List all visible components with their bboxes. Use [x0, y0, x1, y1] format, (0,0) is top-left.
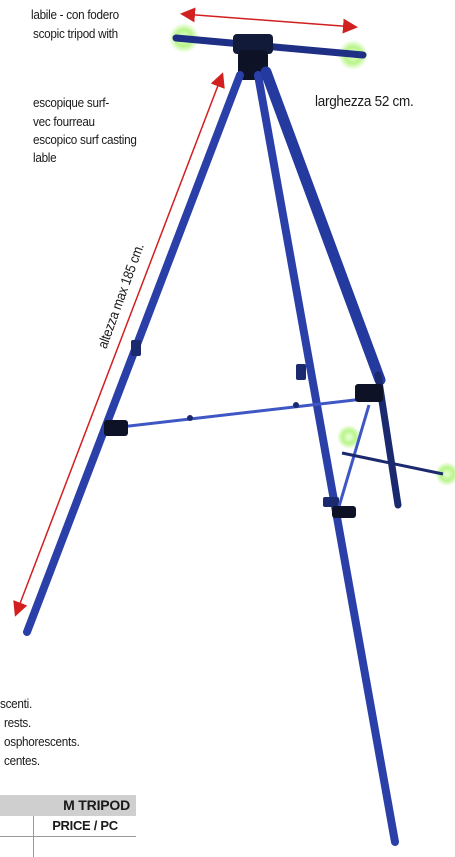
tripod-legs [23, 66, 402, 846]
table-empty-cell [0, 837, 34, 857]
height-arrow [13, 72, 225, 617]
footer-line-3: osphorescents. [4, 734, 80, 749]
table-header-row: PRICE / PC [0, 816, 136, 837]
table-header-empty-cell [0, 816, 34, 836]
description-line-2: scopic tripod with [33, 26, 118, 41]
width-label: larghezza 52 cm. [315, 93, 414, 110]
description-line-1: labile - con fodero [31, 7, 119, 22]
width-arrow [180, 7, 358, 34]
table-body-row [0, 837, 136, 857]
footer-line-1: scenti. [0, 696, 32, 711]
table-title: M TRIPOD [0, 795, 136, 816]
footer-line-2: rests. [4, 715, 31, 730]
footer-line-4: centes. [4, 753, 40, 768]
price-table: M TRIPOD PRICE / PC [0, 795, 136, 857]
price-column-header: PRICE / PC [52, 818, 118, 833]
side-rod-rest [332, 404, 455, 518]
